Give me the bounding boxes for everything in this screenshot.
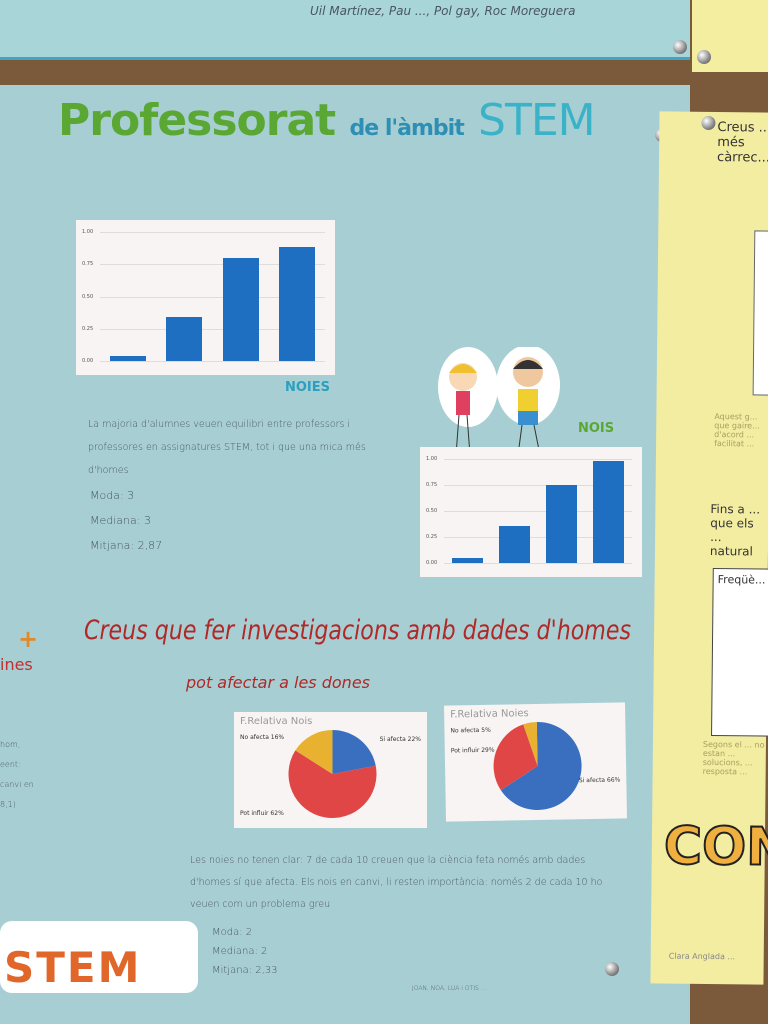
title-part: Professorat — [58, 95, 336, 146]
mediana: Mediana: 3 — [90, 514, 151, 527]
fragment: canvi en — [0, 780, 34, 789]
gridline — [444, 563, 632, 564]
mediana: Mediana: 2 — [212, 946, 268, 957]
author-names: Uil Martínez, Pau ..., Pol gay, Roc More… — [310, 4, 576, 18]
pie-label: Pot influir 29% — [450, 746, 495, 755]
y-tick-label: 0.50 — [82, 293, 94, 300]
side-heading-1: Creus ... més càrrec... — [717, 120, 768, 166]
gridline — [100, 361, 325, 362]
y-tick-label: 1.00 — [82, 229, 94, 235]
gridline — [444, 459, 632, 460]
bar — [110, 355, 147, 361]
pie-slice — [493, 724, 538, 791]
pie-label: Pot influir 62% — [240, 810, 284, 817]
pin-icon — [605, 962, 619, 976]
side-big-text: CON — [663, 816, 768, 879]
children-illustration — [438, 347, 560, 456]
poster-title: Professorat de l'àmbit STEM — [58, 95, 596, 146]
pin-icon — [701, 115, 716, 131]
noies-label: NOIES — [285, 380, 331, 395]
section-heading: Creus que fer investigacions amb dades d… — [84, 615, 632, 646]
pin-icon — [673, 40, 687, 54]
y-tick-label: 0.25 — [426, 534, 438, 540]
bar — [278, 247, 315, 361]
top-poster-strip: Uil Martínez, Pau ..., Pol gay, Roc More… — [0, 0, 690, 60]
text-1: La majoria d'alumnes veuen equilibri ent… — [88, 419, 366, 476]
bar — [593, 461, 624, 563]
pie-label: Si afecta 66% — [578, 776, 621, 785]
pie-slice — [332, 730, 376, 774]
bar-chart-nois: 0.00 0.25 0.50 0.75 1.00 — [420, 447, 642, 577]
pie-slice — [288, 750, 377, 818]
mitjana: Mitjana: 2,33 — [212, 965, 278, 976]
pie-chart-nois: F.Relativa Nois Si afecta 22% Pot influir … — [234, 712, 427, 828]
text-2: Les noies no tenen clar: 7 de cada 10 cr… — [190, 855, 603, 910]
y-tick-label: 0.00 — [426, 560, 438, 566]
bar — [166, 317, 203, 361]
pie-label: Si afecta 22% — [379, 736, 421, 743]
y-tick-label: 0.75 — [426, 482, 438, 488]
side-author: Clara Anglada ... — [668, 951, 736, 962]
stats-1: Moda: 3 Mediana: 3 Mitjana: 2,87 — [90, 483, 162, 558]
gridline — [444, 537, 632, 538]
gridline — [100, 296, 325, 298]
side-chart — [752, 230, 768, 396]
pie-chart-noies: F.Relativa Noies Si afecta 66% Pot influir… — [444, 702, 627, 822]
pie-title: F.Relativa Nois — [240, 716, 313, 727]
side-text-1: Aquest g... que gaire... d'acord ... fac… — [714, 412, 760, 449]
bar — [499, 525, 530, 563]
y-tick-label: 0.75 — [82, 261, 94, 268]
bar-chart-noies: 0.00 0.25 0.50 0.75 1.00 — [76, 220, 335, 375]
plus-icon: + — [18, 625, 39, 653]
pie-slice — [523, 721, 538, 766]
bar — [452, 557, 483, 563]
y-tick-label: 0.25 — [82, 325, 94, 332]
pie-slice — [500, 721, 582, 810]
nois-label: NOIS — [578, 421, 615, 436]
pie-slice — [295, 730, 333, 774]
left-fragments: hom, eent: canvi en 8,1) — [0, 735, 34, 815]
poster: Professorat de l'àmbit STEM 0.00 0.25 0.50… — [0, 85, 690, 1024]
gridline — [100, 328, 325, 330]
title-part: de l'àmbit — [349, 116, 465, 141]
fragment: hom, — [0, 740, 21, 749]
y-tick-label: 1.00 — [426, 456, 438, 462]
side-text-2: Segons el ... no estan ... solucions, ..… — [702, 739, 765, 777]
authors: JOAN, NOA, LUA i OTIS ... — [412, 985, 487, 992]
moda: Moda: 3 — [90, 489, 135, 502]
pin-icon — [697, 50, 711, 64]
pie-label: No afecta 5% — [450, 726, 491, 735]
bar — [222, 257, 259, 361]
side-table: Freqüè... — [711, 568, 768, 737]
gridline — [100, 232, 325, 233]
gridline — [444, 485, 632, 486]
bar — [546, 485, 577, 563]
logo-text: STEM — [4, 943, 142, 992]
stats-2: Moda: 2 Mediana: 2 Mitjana: 2,33 — [212, 923, 278, 980]
gridline — [444, 511, 632, 512]
fragment: eent: — [0, 760, 21, 769]
mitjana: Mitjana: 2,87 — [90, 539, 163, 552]
section-subheading: pot afectar a les dones — [186, 673, 370, 692]
title-part: STEM — [478, 95, 596, 146]
left-fragment-heading: ines — [0, 655, 33, 674]
moda: Moda: 2 — [212, 927, 253, 938]
y-tick-label: 0.00 — [82, 358, 94, 364]
stem-logo: STEM — [0, 921, 198, 993]
gridline — [100, 264, 325, 266]
fragment: 8,1) — [0, 800, 16, 809]
side-heading-2: Fins a ... que els ... natural ... — [709, 501, 761, 558]
side-poster: Creus ... més càrrec... Aquest g... que … — [650, 111, 768, 985]
y-tick-label: 0.50 — [426, 508, 438, 514]
pie-label: No afecta 16% — [240, 734, 285, 741]
